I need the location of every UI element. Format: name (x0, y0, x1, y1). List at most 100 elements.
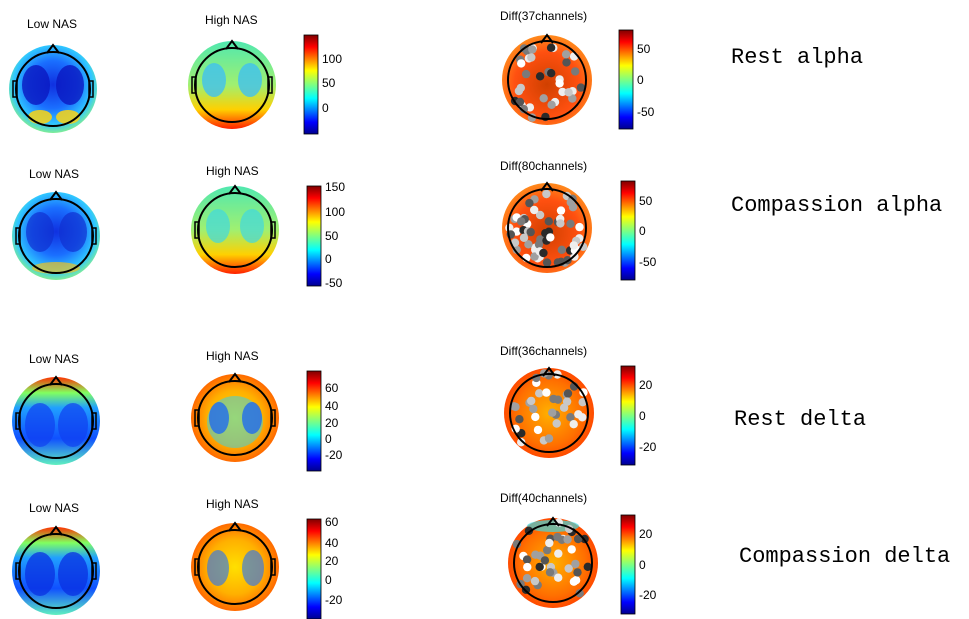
channel-marker (569, 420, 578, 429)
channel-marker (515, 97, 525, 107)
diff-colorbar-tick: -20 (639, 440, 657, 454)
diff-colorbar-tick: 0 (639, 558, 646, 572)
diff-title: Diff(37channels) (500, 9, 587, 23)
channel-marker (539, 248, 548, 258)
channel-marker (524, 240, 533, 249)
channel-marker (567, 545, 576, 554)
channel-marker (564, 88, 573, 97)
channel-marker (517, 438, 526, 447)
row-label: Rest delta (734, 407, 866, 432)
channel-marker (517, 217, 526, 226)
channel-marker (571, 559, 580, 569)
channel-marker (573, 534, 583, 544)
topomap-high-nas (191, 184, 279, 274)
high-nas-title: High NAS (205, 13, 258, 27)
channel-marker (575, 222, 584, 232)
low-nas-title: Low NAS (29, 501, 79, 515)
channel-marker (542, 388, 551, 397)
row-rest-delta: Low NAS High NAS Diff(36channels) 60 40 (12, 344, 866, 472)
topomap-diff (504, 366, 594, 458)
channel-marker (554, 549, 563, 558)
channel-marker (515, 415, 524, 424)
channel-marker (519, 233, 529, 242)
colorbar: 100 50 0 (303, 34, 342, 135)
channel-marker (523, 562, 532, 572)
topomap-low-nas (12, 525, 100, 615)
channel-marker (533, 425, 543, 435)
channel-marker (568, 94, 577, 103)
channel-marker (521, 69, 531, 79)
diff-title: Diff(40channels) (500, 491, 587, 505)
diff-colorbar-tick: 50 (637, 42, 651, 56)
channel-marker (557, 245, 566, 254)
colorbar-tick: -50 (325, 276, 343, 290)
topomap-diff (508, 516, 598, 608)
low-nas-title: Low NAS (29, 352, 79, 366)
row-compassion-delta: Low NAS High NAS Diff(40channels) 60 40 … (12, 491, 950, 619)
channel-marker (512, 245, 521, 254)
colorbar: 60 40 20 0 -20 (306, 515, 343, 619)
channel-marker (566, 219, 575, 228)
channel-marker (531, 550, 540, 559)
colorbar-tick: 0 (325, 432, 332, 446)
channel-marker (561, 50, 571, 59)
channel-marker (556, 206, 566, 215)
channel-marker (539, 94, 548, 103)
channel-marker (578, 398, 587, 407)
channel-marker (542, 258, 552, 267)
row-label: Compassion delta (739, 544, 950, 569)
channel-marker (527, 53, 536, 62)
colorbar-tick: 150 (325, 180, 345, 194)
channel-marker (543, 545, 552, 555)
diff-colorbar-tick: 0 (639, 409, 646, 423)
high-nas-title: High NAS (206, 497, 259, 511)
channel-marker (535, 72, 545, 81)
channel-marker (547, 100, 556, 110)
topomap-low-nas (12, 190, 100, 280)
colorbar-tick: 100 (325, 205, 345, 219)
row-rest-alpha: Low NAS High NAS Diff(37channels) 100 (9, 9, 863, 135)
channel-marker (552, 419, 561, 428)
topomap-diff (502, 181, 592, 273)
channel-marker (510, 238, 520, 247)
row-label: Compassion alpha (731, 193, 942, 218)
channel-marker (522, 555, 532, 564)
channel-marker (547, 69, 556, 78)
channel-marker (535, 562, 544, 572)
channel-marker (569, 577, 579, 586)
channel-marker (566, 198, 575, 207)
channel-marker (563, 535, 572, 544)
significant-channels (505, 189, 588, 267)
channel-marker (575, 589, 584, 598)
low-nas-title: Low NAS (29, 167, 79, 181)
channel-marker (562, 397, 572, 406)
channel-marker (534, 240, 544, 249)
channel-marker (555, 79, 564, 88)
channel-marker (553, 532, 562, 542)
channel-marker (522, 574, 532, 583)
diff-title: Diff(36channels) (500, 344, 587, 358)
channel-marker (553, 395, 563, 404)
channel-marker (528, 45, 537, 54)
channel-marker (540, 556, 550, 565)
low-nas-title: Low NAS (27, 17, 77, 31)
high-nas-title: High NAS (206, 164, 259, 178)
colorbar-tick: 40 (325, 536, 339, 550)
diff-title: Diff(80channels) (500, 159, 587, 173)
diff-colorbar-tick: 0 (639, 224, 646, 238)
diff-colorbar: 20 0 -20 (620, 365, 657, 466)
diff-colorbar-tick: 50 (639, 194, 653, 208)
channel-marker (546, 233, 555, 242)
channel-marker (562, 58, 571, 67)
channel-marker (558, 87, 567, 97)
channel-marker (544, 217, 553, 226)
diff-colorbar-tick: -50 (637, 105, 655, 119)
channel-marker (514, 86, 524, 96)
channel-marker (535, 389, 544, 398)
diff-colorbar-tick: -20 (639, 588, 657, 602)
colorbar-tick: 0 (325, 252, 332, 266)
channel-marker (546, 43, 556, 52)
channel-marker (571, 67, 580, 76)
channel-marker (531, 412, 540, 422)
